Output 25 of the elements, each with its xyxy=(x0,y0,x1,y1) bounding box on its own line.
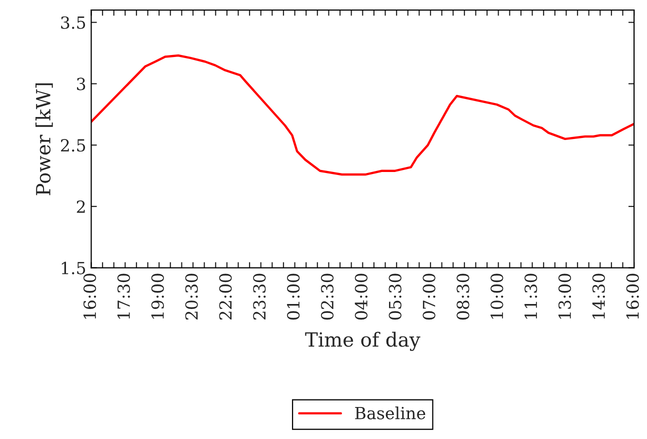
x-tick-label: 11:30 xyxy=(524,274,538,319)
x-tick-label: 14:30 xyxy=(592,274,605,319)
x-tick-label: 23:30 xyxy=(253,274,266,320)
x-tick-label: 02:30 xyxy=(320,274,334,320)
x-tick-label: 08:30 xyxy=(456,274,470,320)
x-tick-label: 04:00 xyxy=(354,274,368,320)
x-tick-label: 10:00 xyxy=(490,274,504,319)
x-tick-label: 13:00 xyxy=(558,274,572,319)
x-axis-title: Time of day xyxy=(305,332,420,351)
x-tick-label: 20:30 xyxy=(185,274,198,320)
y-tick-label: 2 xyxy=(76,200,85,213)
x-tick-label: 22:00 xyxy=(219,274,232,320)
y-axis-title: Power [kW] xyxy=(35,83,53,196)
y-tick-label: 1.5 xyxy=(62,262,86,274)
y-tick-label: 2.5 xyxy=(60,139,86,152)
y-tick-label: 3.5 xyxy=(61,16,86,29)
x-tick-label: 07:00 xyxy=(422,274,436,320)
x-tick-label: 01:00 xyxy=(287,274,300,320)
x-tick-label: 05:30 xyxy=(388,274,402,320)
x-tick-label: 17:30 xyxy=(117,274,130,319)
x-tick-label: 19:00 xyxy=(151,274,164,319)
legend-label: Baseline xyxy=(355,406,426,420)
x-tick-label: 16:00 xyxy=(626,274,639,319)
y-tick-label: 3 xyxy=(77,78,86,90)
x-tick-label: 16:00 xyxy=(83,274,96,319)
